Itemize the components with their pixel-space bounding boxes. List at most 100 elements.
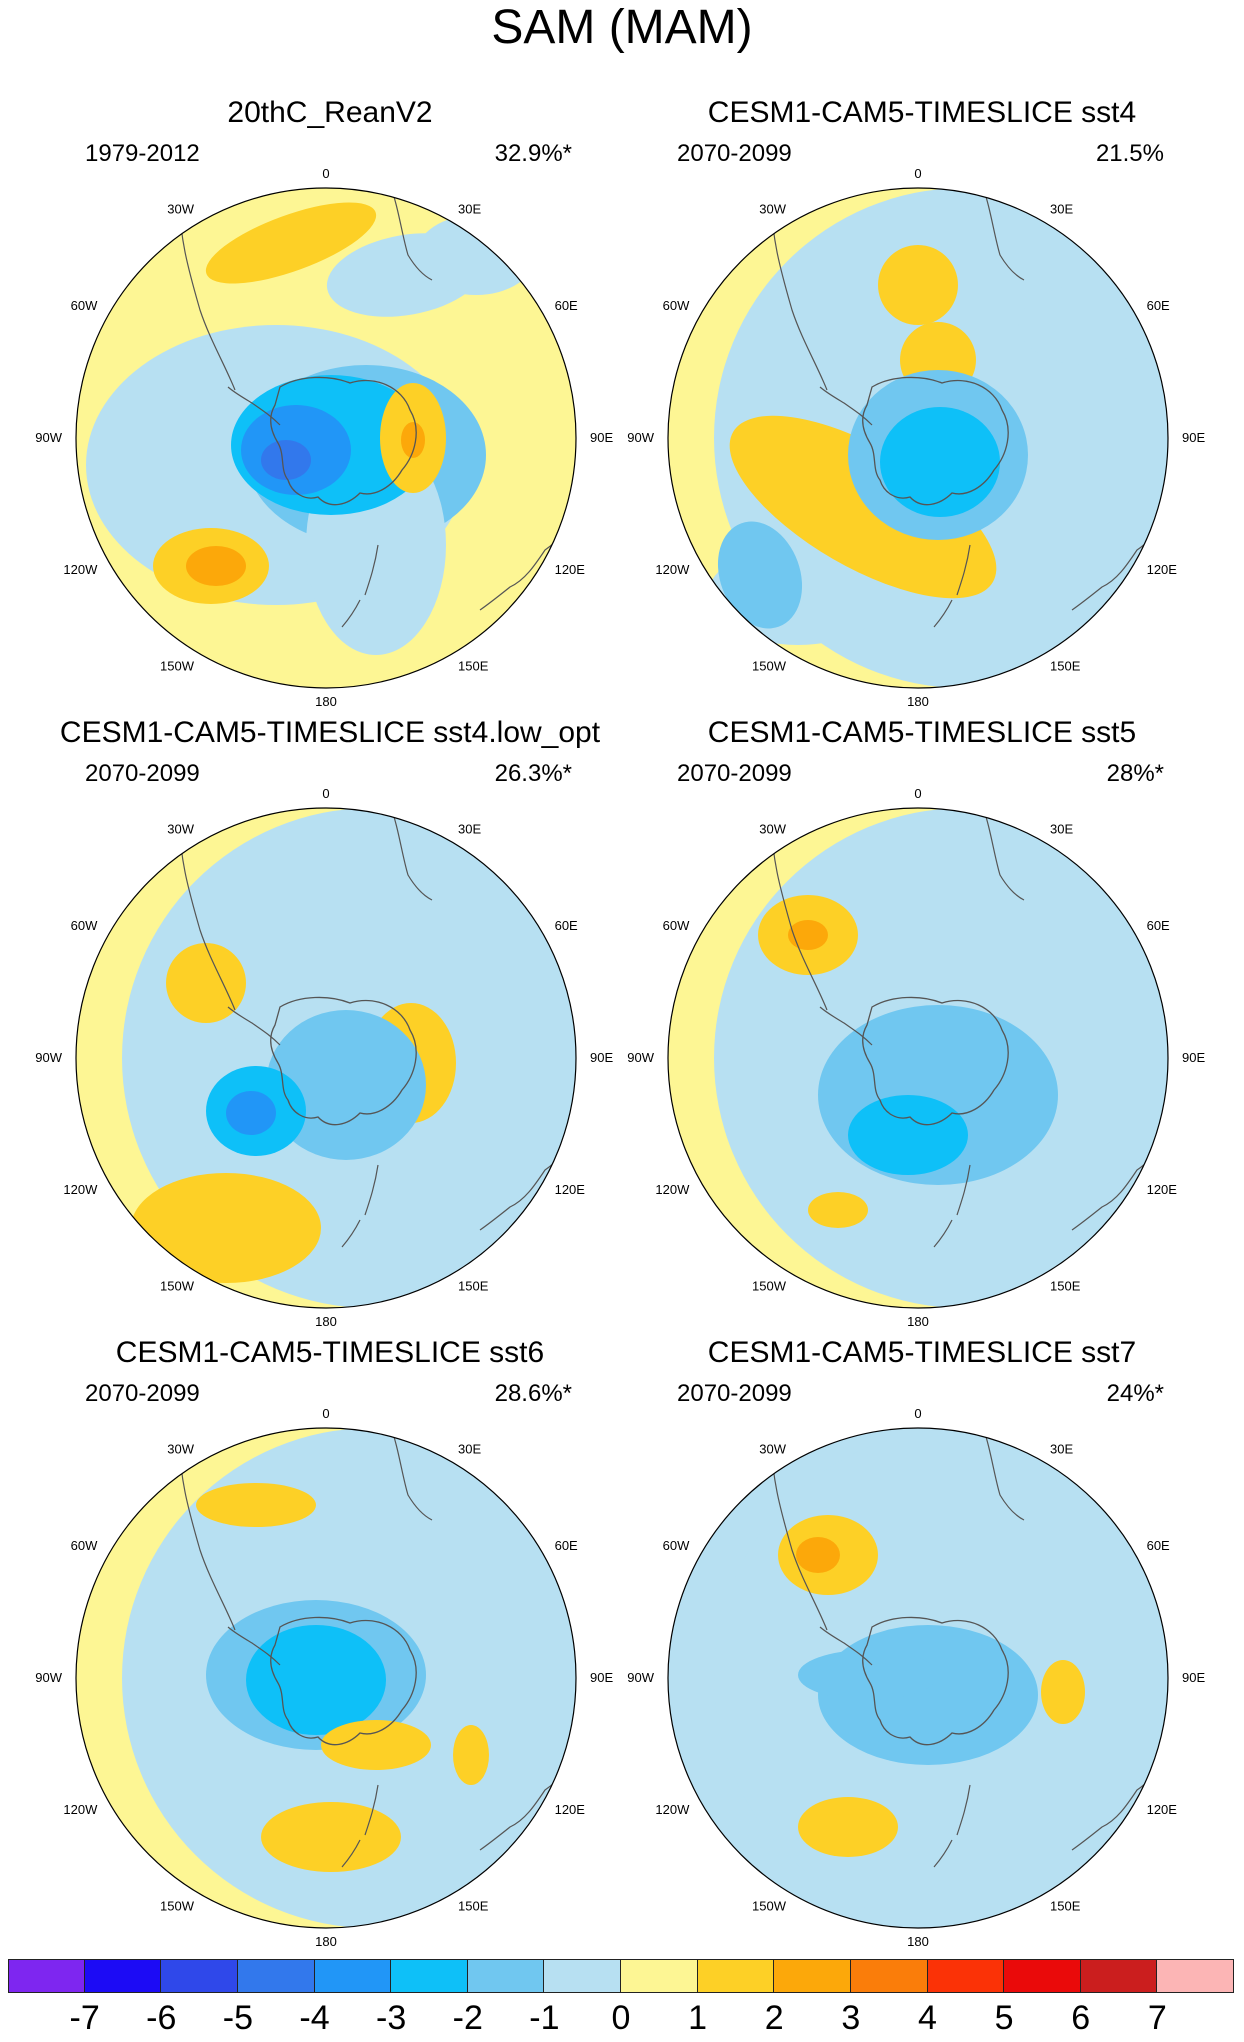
panel-title: CESM1-CAM5-TIMESLICE sst6 [115,1336,545,1369]
anomaly-contour [808,1192,868,1228]
new-zealand-outline [341,1164,379,1248]
anomaly-contour [266,1010,426,1160]
longitude-label: 0 [322,786,329,801]
longitude-label: 90W [627,1050,654,1065]
panel-title: CESM1-CAM5-TIMESLICE sst5 [707,716,1137,749]
africa-outline [981,188,1025,281]
colorbar-swatch [161,1959,238,1993]
colorbar-swatch [1157,1959,1234,1993]
anomaly-contour [401,422,425,458]
anomaly-contour [416,215,536,295]
antarctica-outline [862,1616,1009,1746]
longitude-label: 60E [555,1538,578,1553]
new-zealand-outline [933,1164,971,1248]
map-boundary [667,807,1169,1309]
anomaly-contour [261,440,311,480]
longitude-label: 60E [1147,918,1170,933]
panel-variance: 26.3%* [494,760,572,787]
longitude-label: 30E [458,821,481,836]
longitude-label: 90E [1182,430,1205,445]
panel-period: 2070-2099 [677,140,792,167]
anomaly-contour [729,415,997,599]
panel-title: CESM1-CAM5-TIMESLICE sst4.low_opt [59,716,601,749]
longitude-label: 150E [458,1279,489,1294]
longitude-label: 150E [1050,1899,1081,1914]
longitude-label: 150E [1050,1279,1081,1294]
panel-period: 2070-2099 [677,760,792,787]
peninsula-outline [227,1006,281,1046]
longitude-label: 120W [63,1182,98,1197]
longitude-label: 120E [1147,1802,1178,1817]
peninsula-outline [819,1626,873,1666]
longitude-label: 0 [914,1406,921,1421]
colorbar-tick-label: -3 [376,1999,407,2037]
longitude-label: 150W [160,1279,195,1294]
longitude-label: 120W [63,562,98,577]
longitude-label: 60W [71,1538,98,1553]
polar-map: 0 30E 60E 90E 120E 150E 180 150W 120W 90W 60W 30W [627,166,1205,709]
colorbar-swatch [621,1959,698,1993]
colorbar-tick-label: -7 [69,1999,100,2037]
longitude-label: 30E [1050,1441,1073,1456]
longitude-label: 90W [35,430,62,445]
panel-title: CESM1-CAM5-TIMESLICE sst4 [707,96,1137,129]
longitude-label: 180 [315,1314,337,1329]
africa-outline [981,808,1025,901]
longitude-label: 0 [322,1406,329,1421]
africa-outline [389,1428,433,1521]
colorbar-tick-label: -4 [299,1999,330,2037]
longitude-label: 180 [907,694,929,709]
longitude-label: 0 [322,166,329,181]
colorbar [8,1959,1234,1995]
longitude-label: 90W [35,1670,62,1685]
antarctica-outline [862,996,1009,1126]
longitude-label: 90E [590,1050,613,1065]
map-boundary [667,187,1169,689]
colorbar-swatch [850,1959,928,1993]
longitude-label: 60E [555,918,578,933]
new-zealand-outline [933,1784,971,1868]
longitude-label: 180 [907,1934,929,1949]
polar-map: 0 30E 60E 90E 120E 150E 180 150W 120W 90W 60W 30W [627,786,1205,1329]
longitude-label: 60W [71,918,98,933]
map-boundary [667,1427,1169,1929]
longitude-label: 30E [1050,821,1073,836]
longitude-label: 120W [655,562,690,577]
longitude-label: 120E [555,562,586,577]
anomaly-contour [878,245,958,325]
longitude-label: 120W [63,1802,98,1817]
anomaly-contour [880,407,1000,517]
longitude-label: 60E [555,298,578,313]
anomaly-contour [131,1173,321,1283]
map-panel: CESM1-CAM5-TIMESLICE sst4.low_opt 2070-20… [30,715,630,1335]
longitude-label: 180 [907,1314,929,1329]
colorbar-tick-label: 3 [841,1999,861,2037]
panel-period: 2070-2099 [85,760,200,787]
longitude-label: 120E [555,1182,586,1197]
anomaly-contour [226,1091,276,1135]
colorbar-tick-label: 1 [688,1999,708,2037]
panel-title: CESM1-CAM5-TIMESLICE sst7 [707,1336,1137,1369]
polar-map: 0 30E 60E 90E 120E 150E 180 150W 120W 90W 60W 30W [35,166,613,709]
longitude-label: 120W [655,1182,690,1197]
colorbar-frame [8,1959,1234,1993]
longitude-label: 0 [914,786,921,801]
anomaly-contour [166,943,246,1023]
colorbar-swatch [774,1959,851,1993]
figure-title: SAM (MAM) [491,1,753,54]
anomaly-contour [246,1625,386,1735]
anomaly-contour [321,1720,431,1770]
antarctica-outline [270,376,417,506]
longitude-label: 0 [914,166,921,181]
longitude-label: 60W [663,1538,690,1553]
longitude-label: 60E [1147,1538,1170,1553]
peninsula-outline [819,1006,873,1046]
colorbar-swatch [8,1959,85,1993]
polar-map: 0 30E 60E 90E 120E 150E 180 150W 120W 90W 60W 30W [35,1406,613,1949]
antarctica-outline [270,996,417,1126]
anomaly-contour [717,521,803,629]
anomaly-contour [196,1483,316,1527]
panel-variance: 24%* [1106,1380,1164,1407]
longitude-label: 150W [160,1899,195,1914]
map-panel: CESM1-CAM5-TIMESLICE sst4 2070-2099 21.5% 0… [622,95,1222,715]
